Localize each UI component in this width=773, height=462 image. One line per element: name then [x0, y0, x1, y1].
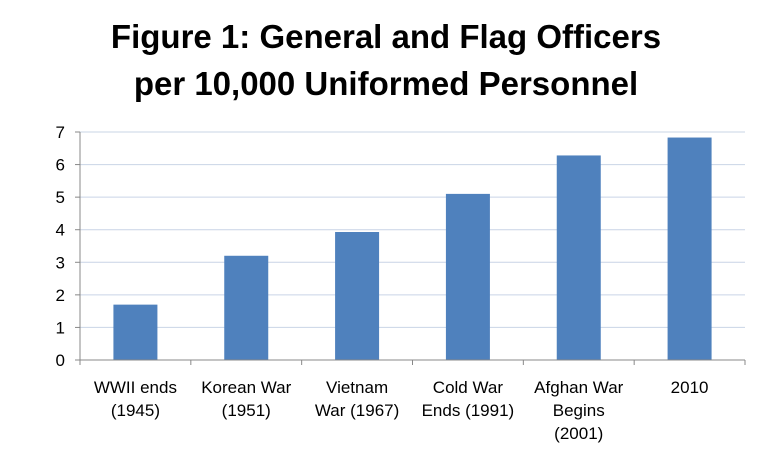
y-tick-label: 2: [56, 286, 65, 305]
x-category-label: Afghan War Begins (2001): [534, 378, 623, 443]
bar: [335, 231, 380, 360]
y-tick-label: 0: [56, 351, 65, 370]
y-tick-label: 3: [56, 253, 65, 272]
y-tick-label: 7: [56, 123, 65, 142]
x-category-label: WWII ends (1945): [94, 378, 177, 420]
bar: [667, 137, 712, 360]
gridlines: [80, 131, 745, 328]
chart-title-line-1: Figure 1: General and Flag Officers: [111, 18, 661, 55]
bar: [224, 255, 269, 360]
y-tick-label: 4: [56, 221, 65, 240]
x-category-label: Cold War Ends (1991): [422, 378, 515, 420]
bar: [445, 193, 490, 360]
bars: [113, 137, 712, 360]
y-tick-label: 5: [56, 188, 65, 207]
y-tick-label: 6: [56, 156, 65, 175]
y-axis-tick-labels: 0 1 2 3 4 5 6 7: [56, 123, 65, 370]
x-category-label: Vietnam War (1967): [315, 378, 399, 420]
bar: [556, 155, 601, 360]
chart-title-line-2: per 10,000 Uniformed Personnel: [134, 65, 638, 102]
x-category-label: 2010: [671, 378, 709, 397]
y-tick-label: 1: [56, 318, 65, 337]
axes: [75, 131, 746, 365]
x-axis-category-labels: WWII ends (1945) Korean War (1951) Vietnam Wa…: [94, 378, 709, 443]
bar: [113, 304, 158, 360]
x-category-label: Korean War (1951): [201, 378, 291, 420]
